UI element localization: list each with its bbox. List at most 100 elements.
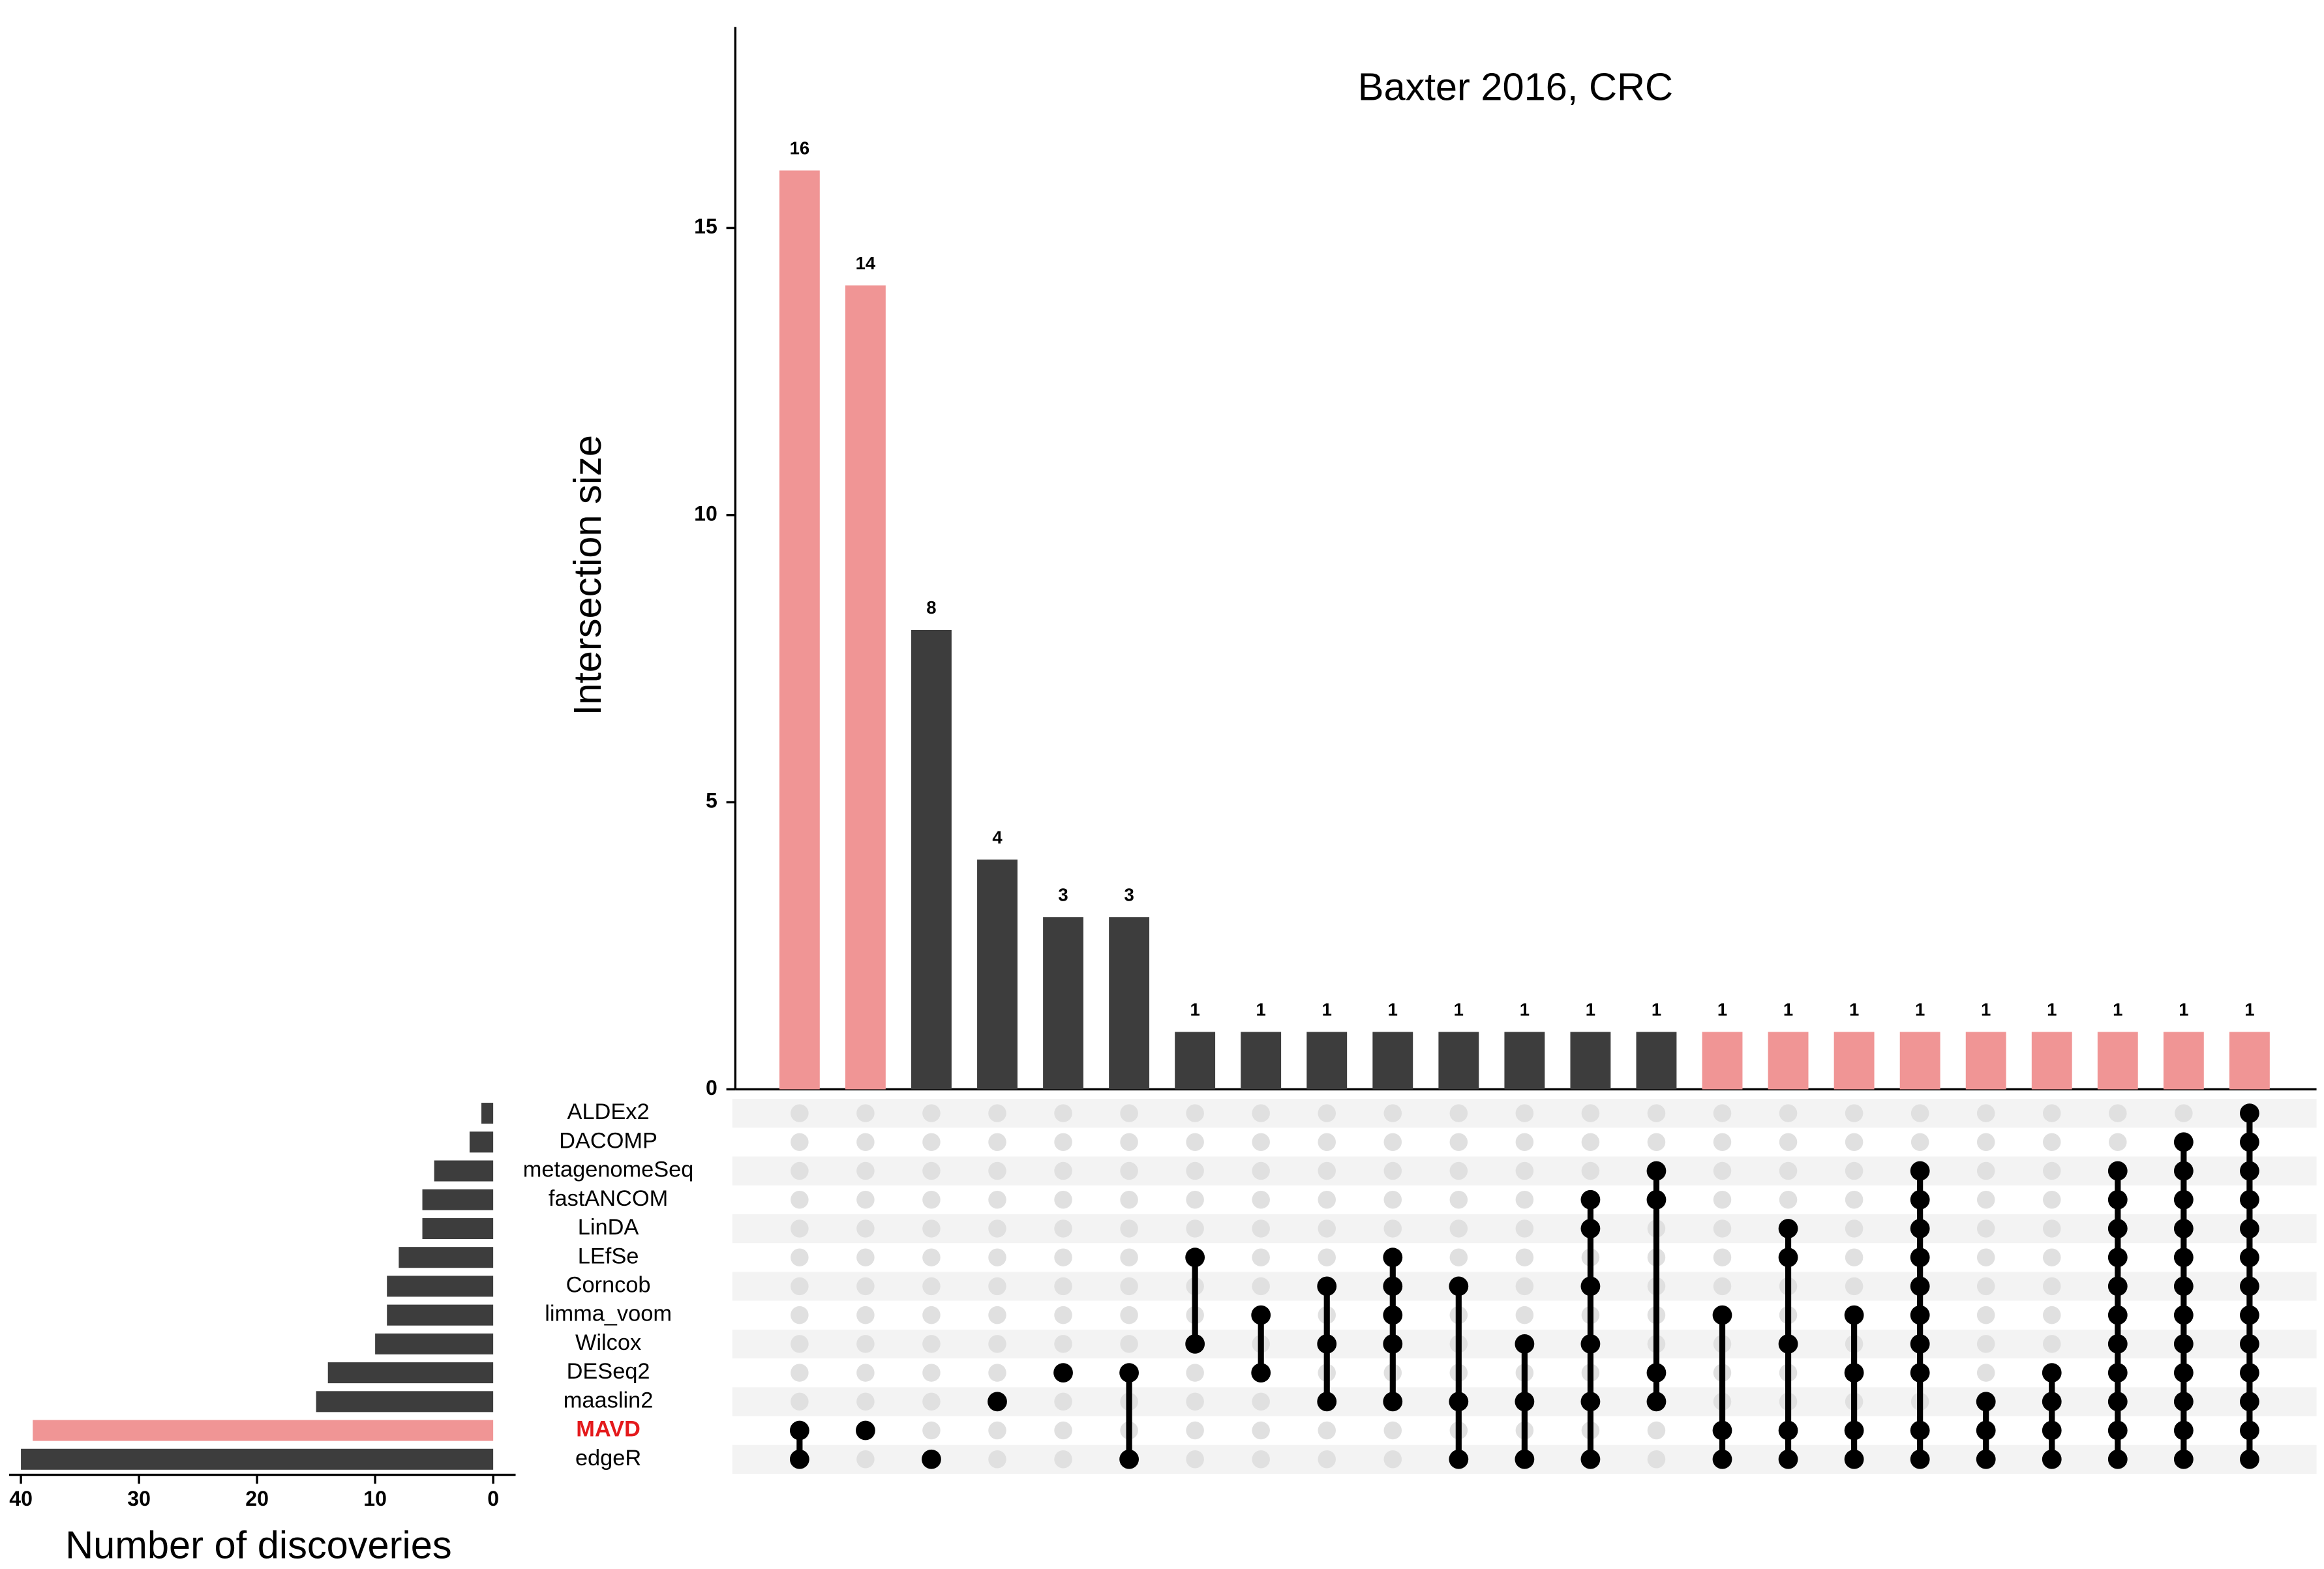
active-dot [2239, 1276, 2259, 1296]
inactive-dot [1779, 1133, 1798, 1152]
inactive-dot [791, 1161, 809, 1180]
inactive-dot [1120, 1306, 1138, 1324]
set-size-bar [21, 1448, 494, 1470]
active-dot [2107, 1334, 2128, 1354]
inactive-dot [1976, 1335, 1995, 1353]
intersection-bar [1306, 1032, 1348, 1090]
inactive-dot [2175, 1104, 2193, 1122]
inactive-dot [1976, 1277, 1995, 1296]
active-dot [1910, 1305, 1930, 1325]
inactive-dot [856, 1191, 875, 1209]
bar-value-label: 1 [1190, 1000, 1200, 1020]
inactive-dot [1976, 1191, 1995, 1209]
y-tick-label: 10 [694, 501, 717, 525]
inactive-dot [988, 1277, 1006, 1296]
intersection-bar [845, 285, 886, 1090]
active-dot [2239, 1305, 2259, 1325]
inactive-dot [856, 1364, 875, 1382]
intersection-bar [1702, 1032, 1743, 1090]
bar-value-label: 1 [1981, 1000, 1991, 1020]
inactive-dot [791, 1191, 809, 1209]
inactive-dot [1515, 1133, 1534, 1152]
bar-value-label: 4 [992, 827, 1003, 847]
bar-value-label: 1 [1586, 1000, 1595, 1020]
active-dot [2042, 1363, 2062, 1382]
inactive-dot [922, 1277, 941, 1296]
inactive-dot [1779, 1104, 1798, 1122]
active-dot [1449, 1449, 1469, 1469]
active-dot [1778, 1420, 1798, 1441]
active-dot [2239, 1132, 2259, 1152]
set-size-bar [399, 1247, 494, 1268]
set-label: metagenomeSeq [523, 1158, 694, 1182]
active-dot [1317, 1392, 1337, 1412]
set-label: ALDEx2 [567, 1099, 650, 1124]
active-dot [988, 1392, 1007, 1412]
set-size-bar [33, 1420, 494, 1441]
active-dot [1449, 1276, 1469, 1296]
active-dot [1712, 1305, 1732, 1325]
y-tick-label: 0 [706, 1076, 717, 1099]
set-size-bar [422, 1218, 494, 1240]
active-dot [2239, 1449, 2259, 1469]
inactive-dot [1186, 1450, 1204, 1469]
set-size-bar [387, 1276, 494, 1297]
inactive-dot [1054, 1219, 1072, 1238]
set-label: edgeR [575, 1446, 641, 1471]
inactive-dot [1383, 1133, 1402, 1152]
inactive-dot [1120, 1191, 1138, 1209]
inactive-dot [2109, 1104, 2127, 1122]
intersection-bar [1241, 1032, 1282, 1090]
set-label: fastANCOM [549, 1186, 668, 1211]
inactive-dot [1515, 1191, 1534, 1209]
inactive-dot [988, 1161, 1006, 1180]
intersection-bar [1109, 917, 1150, 1090]
active-dot [2042, 1392, 2062, 1412]
inactive-dot [1383, 1219, 1402, 1238]
inactive-dot [1581, 1104, 1600, 1122]
set-size-bar [422, 1189, 494, 1210]
active-dot [1778, 1334, 1798, 1354]
intersection-bar [977, 859, 1018, 1090]
inactive-dot [1910, 1133, 1929, 1152]
active-dot [1910, 1248, 1930, 1268]
active-dot [2173, 1449, 2194, 1469]
set-label: Wilcox [575, 1330, 641, 1355]
inactive-dot [856, 1133, 875, 1152]
inactive-dot [1054, 1335, 1072, 1353]
active-dot [1449, 1392, 1469, 1412]
inactive-dot [1515, 1306, 1534, 1324]
inactive-dot [1318, 1133, 1336, 1152]
active-dot [2173, 1363, 2194, 1382]
inactive-dot [1713, 1104, 1732, 1122]
active-dot [2239, 1392, 2259, 1412]
active-dot [1712, 1449, 1732, 1469]
inactive-dot [1186, 1392, 1204, 1411]
inactive-dot [856, 1450, 875, 1469]
inactive-dot [1054, 1191, 1072, 1209]
bar-value-label: 3 [1124, 884, 1134, 904]
inactive-dot [1383, 1161, 1402, 1180]
active-dot [1580, 1392, 1601, 1412]
bar-value-label: 16 [790, 138, 810, 158]
active-dot [1844, 1363, 1864, 1382]
active-dot [2042, 1449, 2062, 1469]
inactive-dot [922, 1306, 941, 1324]
intersection-bar [1372, 1032, 1413, 1090]
inactive-dot [1252, 1277, 1270, 1296]
inactive-dot [791, 1364, 809, 1382]
inactive-dot [1252, 1104, 1270, 1122]
active-dot [1251, 1305, 1271, 1325]
active-dot [2107, 1420, 2128, 1441]
active-dot [2239, 1161, 2259, 1181]
inactive-dot [1120, 1277, 1138, 1296]
intersection-bar [2229, 1032, 2270, 1090]
active-dot [1119, 1449, 1139, 1469]
bar-value-label: 1 [1322, 1000, 1332, 1020]
active-dot [2107, 1449, 2128, 1469]
y-axis-label: Intersection size [566, 435, 609, 715]
set-size-bar [481, 1103, 494, 1124]
active-dot [2239, 1420, 2259, 1441]
inactive-dot [1186, 1219, 1204, 1238]
